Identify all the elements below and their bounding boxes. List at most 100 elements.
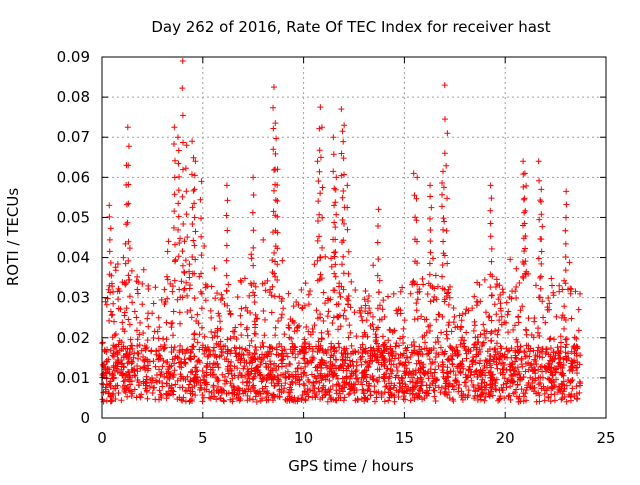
data-point [107,259,114,266]
data-point [416,288,423,295]
data-point [324,295,331,302]
data-point [129,345,136,352]
data-point [444,260,451,267]
data-point [554,344,561,351]
data-point [119,383,126,390]
data-point [191,242,198,249]
data-point [99,371,106,378]
data-point [251,299,258,306]
data-point [331,219,338,226]
data-point [267,361,274,368]
data-point [533,398,540,405]
data-point [414,174,421,181]
data-point [172,157,179,164]
data-point [283,362,290,369]
data-point [127,381,134,388]
data-point [545,394,552,401]
data-point [260,236,267,243]
data-point [500,289,507,296]
data-point [261,280,268,287]
data-point [560,362,567,369]
data-point [294,377,301,384]
data-point [374,366,381,373]
data-point [519,303,526,310]
data-point [221,377,228,384]
data-point [130,354,137,361]
data-point [342,350,349,357]
data-point [506,294,513,301]
data-point [276,340,283,347]
data-point [525,315,532,322]
data-point [477,357,484,364]
data-point [562,344,569,351]
data-point [401,317,408,324]
data-point [419,275,426,282]
data-point [227,311,234,318]
data-point [169,283,176,290]
data-point [493,376,500,383]
data-point [352,286,359,293]
data-point [150,384,157,391]
data-point [272,273,279,280]
data-point [314,315,321,322]
data-point [134,343,141,350]
data-point [444,130,451,137]
data-point [337,323,344,330]
data-point [231,372,238,379]
data-point [331,253,338,260]
data-point [538,363,545,370]
data-point [150,300,157,307]
data-point [556,282,563,289]
data-point [434,334,441,341]
data-point [179,248,186,255]
data-point [250,174,257,181]
data-point [318,275,325,282]
data-point [336,312,343,319]
data-point [375,256,382,263]
data-point [525,366,532,373]
data-point [344,182,351,189]
data-point [395,388,402,395]
data-point [488,317,495,324]
data-point [150,334,157,341]
data-point [248,357,255,364]
data-point [445,301,452,308]
data-point [242,304,249,311]
data-point [420,363,427,370]
data-point [348,383,355,390]
data-point [344,354,351,361]
data-point [574,370,581,377]
data-point [102,298,109,305]
data-point [446,294,453,301]
data-point [218,387,225,394]
data-point [440,369,447,376]
data-point [441,296,448,303]
data-point [438,384,445,391]
data-point [562,267,569,274]
data-point [166,375,173,382]
data-point [575,327,582,334]
data-point [556,359,563,366]
data-point [403,368,410,375]
data-point [507,396,514,403]
data-point [486,356,493,363]
data-point [272,332,279,339]
data-point [520,374,527,381]
data-point [112,264,119,271]
data-point [201,243,208,250]
data-point [253,347,260,354]
data-point [472,387,479,394]
data-point [121,328,128,335]
data-point [270,187,277,194]
data-point [547,345,554,352]
data-point [271,166,278,173]
data-point [271,249,278,256]
data-point [487,220,494,227]
data-point [346,322,353,329]
data-point [280,371,287,378]
data-point [411,347,418,354]
data-point [387,350,394,357]
data-point [113,365,120,372]
data-point [222,342,229,349]
data-point [131,308,138,315]
